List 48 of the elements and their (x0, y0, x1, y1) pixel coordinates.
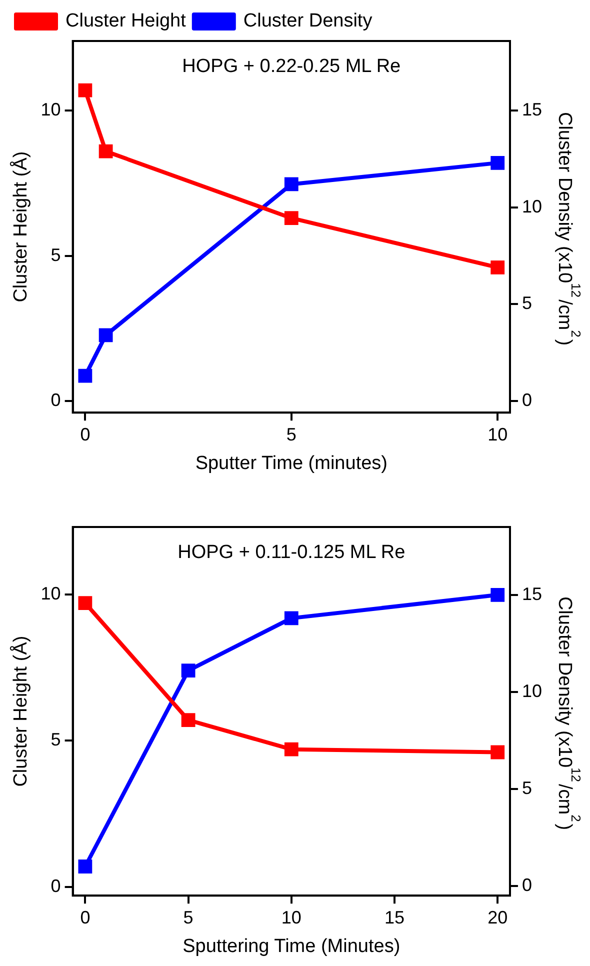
y2-tick-label: 5 (522, 293, 532, 314)
point (284, 211, 298, 226)
y2-tick-label: 10 (522, 680, 542, 701)
point (490, 588, 505, 602)
point (98, 144, 113, 158)
y2-tick-label: 0 (522, 390, 532, 410)
point (78, 860, 92, 874)
y-tick-label: 10 (40, 100, 61, 120)
x-tick-label: 5 (286, 424, 296, 444)
point (78, 596, 92, 610)
annotation: HOPG + 0.22-0.25 ML Re (182, 56, 401, 78)
point (490, 260, 505, 274)
point (284, 611, 298, 626)
point (490, 745, 505, 760)
point (78, 83, 92, 98)
x-tick-label: 0 (80, 907, 90, 928)
y-tick-label: 5 (50, 730, 61, 750)
legend-label: Cluster Height (66, 10, 187, 32)
y2-tick-label: 0 (522, 874, 532, 895)
point (181, 664, 196, 678)
y2-tick-label: 15 (522, 584, 542, 604)
annotation: HOPG + 0.11-0.125 ML Re (178, 542, 406, 564)
point (284, 177, 298, 192)
point (490, 156, 505, 170)
point (181, 713, 196, 728)
x-tick-label: 0 (80, 424, 90, 444)
x-tick-label: 15 (384, 907, 405, 928)
y2-tick-label: 10 (522, 196, 542, 216)
x-tick-label: 20 (488, 907, 508, 928)
y2-axis-title: Cluster Density (x1012/cm2) (554, 112, 584, 346)
y-tick-label: 5 (50, 244, 61, 265)
point (284, 742, 298, 756)
x-tick-label: 5 (183, 907, 194, 928)
y2-tick-label: 15 (522, 100, 542, 120)
legend-label: Cluster Density (243, 10, 373, 32)
y-axis-title: Cluster Height (Å) (10, 151, 32, 302)
y-tick-label: 0 (50, 390, 61, 410)
x-axis-title: Sputtering Time (Minutes) (182, 936, 400, 957)
y-tick-label: 10 (40, 583, 61, 604)
x-tick-label: 10 (281, 907, 302, 928)
point (98, 328, 113, 342)
x-axis-title: Sputter Time (minutes) (195, 452, 388, 474)
y2-tick-label: 5 (522, 778, 532, 798)
y2-axis-title: Cluster Density (x1012/cm2) (554, 596, 584, 830)
x-tick-label: 10 (488, 424, 508, 444)
y-axis-title: Cluster Height (Å) (10, 636, 32, 787)
y-tick-label: 0 (50, 876, 61, 896)
point (78, 368, 92, 383)
